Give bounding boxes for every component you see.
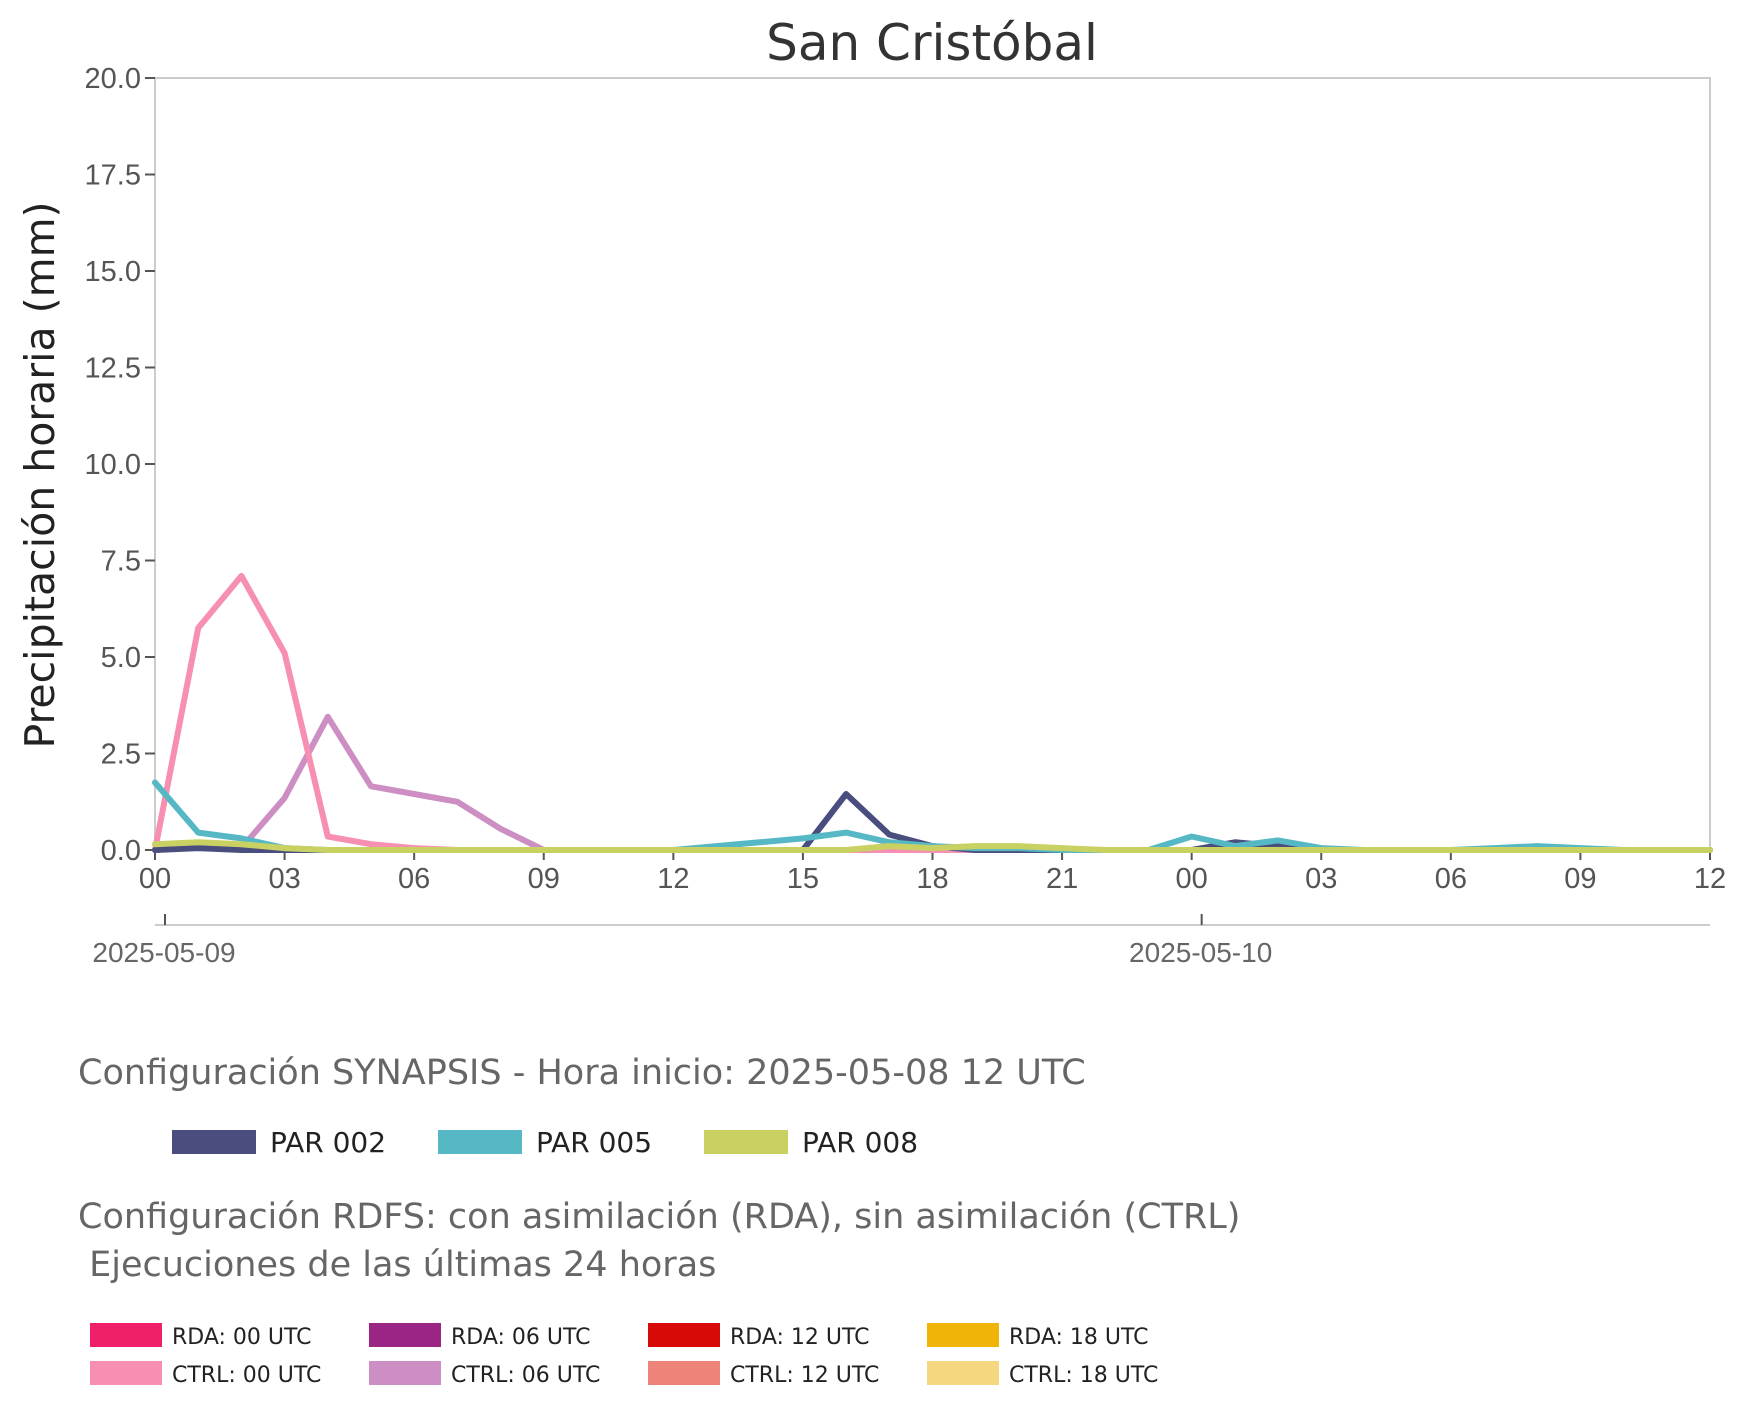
legend-swatch <box>172 1130 256 1154</box>
legend-label: CTRL: 18 UTC <box>1009 1363 1158 1388</box>
chart-title: San Cristóbal <box>766 14 1098 72</box>
legend-label: RDA: 18 UTC <box>1009 1325 1149 1350</box>
y-tick-label: 20.0 <box>85 63 141 95</box>
x-tick-label: 09 <box>528 863 560 895</box>
legend-label: CTRL: 00 UTC <box>172 1363 321 1388</box>
x-tick-label: 21 <box>1046 863 1078 895</box>
y-tick-label: 5.0 <box>101 642 141 674</box>
y-tick-label: 17.5 <box>85 160 141 192</box>
date-tick-label: 2025-05-10 <box>1129 937 1272 968</box>
date-axis: 2025-05-09 2025-05-10 <box>92 914 1272 968</box>
legend-swatch <box>927 1361 999 1385</box>
x-tick-label: 06 <box>398 863 430 895</box>
x-tick-label: 06 <box>1435 863 1467 895</box>
legend-swatch <box>648 1361 720 1385</box>
series-lines <box>152 572 1713 853</box>
date-tick-label: 2025-05-09 <box>92 937 235 968</box>
legend-label: RDA: 12 UTC <box>730 1325 870 1350</box>
legend-label: PAR 005 <box>536 1126 652 1159</box>
rdfs-legend: RDA: 00 UTC RDA: 06 UTC RDA: 12 UTC RDA: 18… <box>90 1323 1158 1388</box>
x-tick-label: 03 <box>268 863 300 895</box>
legend-swatch <box>90 1361 162 1385</box>
y-tick-label: 2.5 <box>101 739 141 771</box>
legend-swatch <box>704 1130 788 1154</box>
y-tick-label: 15.0 <box>85 256 141 288</box>
y-tick-label: 7.5 <box>101 546 141 578</box>
legend-label: CTRL: 06 UTC <box>451 1363 600 1388</box>
x-tick-label: 15 <box>787 863 819 895</box>
rdfs-legend-title-line1: Configuración RDFS: con asimilación (RDA… <box>78 1197 1240 1237</box>
y-tick-label: 0.0 <box>101 835 141 867</box>
y-tick-label: 12.5 <box>85 353 141 385</box>
series-line-ctrl-00-utc <box>152 572 1368 853</box>
series-line-par-005 <box>152 779 1713 853</box>
x-tick-label: 09 <box>1564 863 1596 895</box>
legend-label: RDA: 06 UTC <box>451 1325 591 1350</box>
legend-swatch <box>927 1323 999 1347</box>
legend-swatch <box>90 1323 162 1347</box>
y-axis: 0.0 2.5 5.0 7.5 10.0 12.5 15.0 17.5 20.0 <box>85 63 155 867</box>
series-line-par-008 <box>152 839 1713 853</box>
rdfs-legend-title-line2: Ejecuciones de las últimas 24 horas <box>78 1245 716 1285</box>
x-tick-label: 00 <box>1176 863 1208 895</box>
series-line-par-002 <box>152 791 1713 853</box>
x-tick-label: 12 <box>657 863 689 895</box>
y-axis-label: Precipitación horaria (mm) <box>16 201 64 748</box>
legend-label: RDA: 00 UTC <box>172 1325 312 1350</box>
x-axis: 00 03 06 09 12 15 18 21 00 03 06 09 12 <box>139 850 1726 895</box>
legend-label: CTRL: 12 UTC <box>730 1363 879 1388</box>
legend-label: PAR 002 <box>270 1126 386 1159</box>
legend-swatch <box>648 1323 720 1347</box>
x-tick-label: 18 <box>916 863 948 895</box>
legend-swatch <box>438 1130 522 1154</box>
series-line-ctrl-06-utc <box>152 713 1368 853</box>
x-tick-label: 00 <box>139 863 171 895</box>
legend-swatch <box>369 1323 441 1347</box>
y-tick-label: 10.0 <box>85 449 141 481</box>
x-tick-label: 03 <box>1305 863 1337 895</box>
plot-frame <box>154 77 1711 851</box>
legend-label: PAR 008 <box>802 1126 918 1159</box>
synapsis-legend-title: Configuración SYNAPSIS - Hora inicio: 20… <box>78 1053 1086 1093</box>
synapsis-legend: PAR 002 PAR 005 PAR 008 <box>172 1126 918 1159</box>
x-tick-label: 12 <box>1694 863 1726 895</box>
legend-swatch <box>369 1361 441 1385</box>
